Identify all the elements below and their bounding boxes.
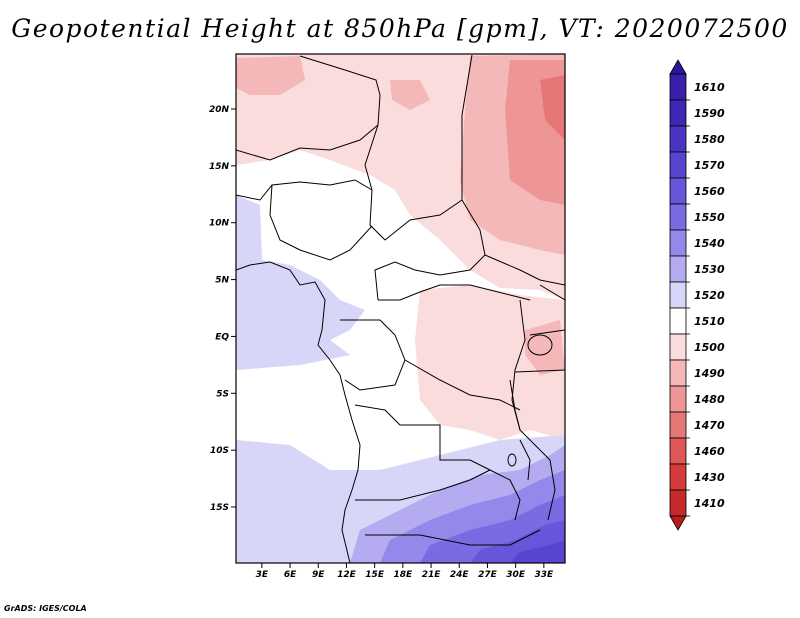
- colorbar-swatch: [669, 203, 687, 231]
- lat-label: 15S: [210, 503, 229, 513]
- lat-label: 20N: [209, 105, 230, 115]
- lon-label: 21E: [422, 570, 442, 580]
- lon-label: 12E: [337, 570, 357, 580]
- colorbar-swatch: [669, 489, 687, 517]
- country-borders: [236, 54, 565, 563]
- colorbar-swatch: [669, 255, 687, 283]
- lat-label: 5S: [216, 389, 229, 399]
- colorbar-label: 1530: [694, 263, 725, 276]
- lon-label: 30E: [506, 570, 526, 580]
- colorbar-swatch: [669, 151, 687, 179]
- lat-label: 10N: [209, 219, 230, 229]
- lon-label: 27E: [478, 570, 498, 580]
- colorbar-swatch: [669, 385, 687, 413]
- lon-label: 33E: [535, 570, 555, 580]
- lat-label: 15N: [209, 162, 230, 172]
- colorbar-label: 1520: [694, 289, 725, 302]
- colorbar-swatch: [669, 437, 687, 465]
- lon-label: 15E: [365, 570, 385, 580]
- colorbar-swatch: [669, 463, 687, 491]
- colorbar-swatch: [669, 73, 687, 101]
- colorbar-bottom-triangle: [669, 515, 687, 531]
- lon-label: 6E: [284, 570, 297, 580]
- colorbar-swatch: [669, 99, 687, 127]
- colorbar-label: 1500: [694, 341, 725, 354]
- colorbar-label: 1460: [694, 445, 725, 458]
- colorbar-label: 1490: [694, 367, 725, 380]
- colorbar-swatch: [669, 229, 687, 257]
- colorbar-label: 1430: [694, 471, 725, 484]
- longitude-axis: 3E 6E 9E 12E 15E 18E 21E 24E 27E 30E 33E: [256, 563, 554, 580]
- lon-label: 3E: [256, 570, 269, 580]
- colorbar-top-triangle: [669, 59, 687, 75]
- colorbar-label: 1610: [694, 81, 725, 94]
- colorbar-label: 1580: [694, 133, 725, 146]
- lon-label: 24E: [450, 570, 470, 580]
- colorbar-swatch: [669, 411, 687, 439]
- latitude-axis: 20N 15N 10N 5N EQ 5S 10S 15S: [209, 105, 236, 513]
- colorbar-swatch: [669, 307, 687, 335]
- colorbar-label: 1540: [694, 237, 725, 250]
- lon-label: 18E: [394, 570, 414, 580]
- chart-title: Geopotential Height at 850hPa [gpm], VT:…: [11, 14, 789, 43]
- lat-label: 5N: [215, 276, 229, 286]
- colorbar-legend: 1610 1590 1580 1570 1560 1550 1540 1530 1520 1510…: [669, 59, 725, 531]
- colorbar-label: 1570: [694, 159, 725, 172]
- lat-label: 10S: [210, 446, 229, 456]
- colorbar-swatch: [669, 177, 687, 205]
- map-frame: [235, 53, 566, 564]
- height-field: [236, 54, 565, 563]
- colorbar-swatch: [669, 281, 687, 309]
- colorbar-label: 1510: [694, 315, 725, 328]
- colorbar-label: 1560: [694, 185, 725, 198]
- colorbar-label: 1470: [694, 419, 725, 432]
- colorbar-label: 1410: [694, 497, 725, 510]
- colorbar-label: 1590: [694, 107, 725, 120]
- colorbar-label: 1550: [694, 211, 725, 224]
- colorbar-label: 1480: [694, 393, 725, 406]
- colorbar-swatch: [669, 333, 687, 361]
- grads-credit: GrADS: IGES/COLA: [4, 604, 87, 613]
- lon-label: 9E: [312, 570, 325, 580]
- colorbar-swatch: [669, 125, 687, 153]
- lat-label: EQ: [215, 332, 229, 342]
- colorbar-swatch: [669, 359, 687, 387]
